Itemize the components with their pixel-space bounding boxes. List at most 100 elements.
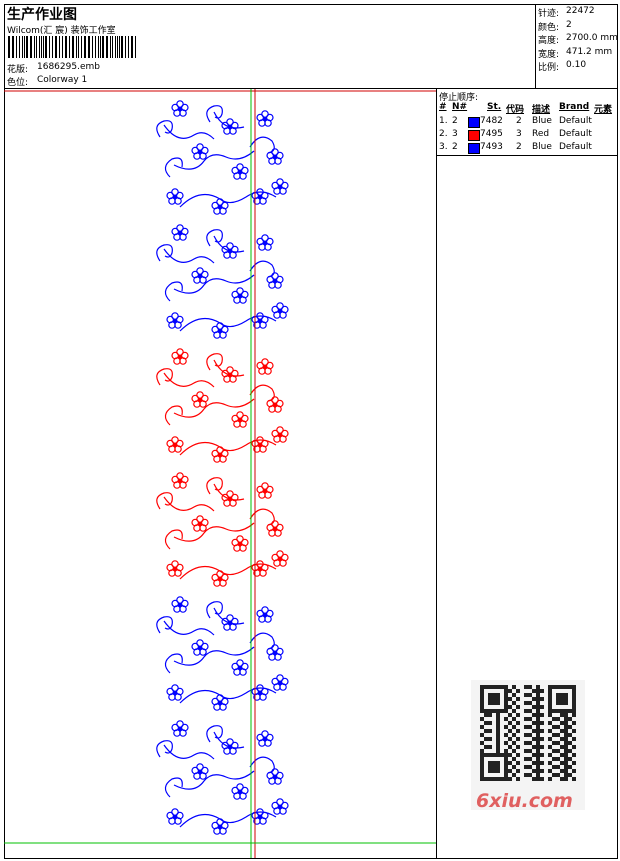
qr-module	[532, 761, 536, 765]
qr-module	[568, 741, 572, 745]
qr-module	[516, 753, 520, 757]
qr-module	[492, 709, 496, 713]
qr-module	[560, 693, 564, 697]
info-value: 2	[566, 19, 572, 30]
qr-module	[528, 725, 532, 729]
watermark: 6xiu.com	[476, 790, 573, 812]
qr-module	[548, 709, 552, 713]
qr-module	[504, 741, 508, 745]
bar	[92, 36, 93, 58]
row-needle: 2	[452, 142, 458, 152]
qr-module	[480, 765, 484, 769]
qr-module	[528, 773, 532, 777]
qr-module	[492, 761, 496, 765]
qr-module	[492, 769, 496, 773]
row-code: 7495	[480, 129, 503, 139]
qr-module	[564, 737, 568, 741]
qr-module	[496, 725, 500, 729]
color-swatch	[468, 143, 480, 154]
qr-module	[564, 749, 568, 753]
colorway-label: 色位:	[7, 78, 29, 88]
qr-module	[508, 761, 512, 765]
row-code: 7493	[480, 142, 503, 152]
qr-module	[496, 729, 500, 733]
qr-module	[524, 733, 528, 737]
qr-module	[480, 773, 484, 777]
qr-module	[564, 745, 568, 749]
stop-title: 停止顺序:	[439, 93, 479, 103]
qr-module	[536, 757, 540, 761]
info-value: 471.2 mm	[566, 46, 613, 57]
qr-module	[484, 753, 488, 757]
qr-module	[560, 761, 564, 765]
qr-module	[524, 749, 528, 753]
qr-module	[512, 709, 516, 713]
qr-module	[512, 765, 516, 769]
qr-module	[536, 761, 540, 765]
qr-module	[496, 765, 500, 769]
qr-module	[564, 741, 568, 745]
qr-module	[528, 749, 532, 753]
qr-module	[560, 777, 564, 781]
qr-module	[488, 745, 492, 749]
info-divider	[535, 4, 536, 88]
qr-module	[488, 769, 492, 773]
qr-module	[556, 733, 560, 737]
qr-module	[528, 741, 532, 745]
qr-module	[568, 733, 572, 737]
row-index: 3.	[439, 142, 448, 152]
qr-module	[496, 697, 500, 701]
qr-module	[484, 709, 488, 713]
qr-module	[484, 721, 488, 725]
bar	[24, 36, 25, 58]
bar	[81, 36, 82, 58]
qr-module	[512, 773, 516, 777]
qr-module	[568, 709, 572, 713]
qr-module	[564, 693, 568, 697]
qr-module	[488, 685, 492, 689]
qr-module	[556, 701, 560, 705]
qr-module	[556, 693, 560, 697]
bar	[128, 36, 129, 58]
qr-module	[496, 769, 500, 773]
qr-module	[516, 737, 520, 741]
qr-module	[564, 697, 568, 701]
row-index: 1.	[439, 116, 448, 126]
qr-module	[568, 773, 572, 777]
qr-module	[512, 749, 516, 753]
qr-module	[556, 685, 560, 689]
qr-module	[560, 737, 564, 741]
qr-module	[500, 709, 504, 713]
row-index: 2.	[439, 129, 448, 139]
qr-module	[524, 709, 528, 713]
info-label: 高度:	[538, 36, 560, 46]
qr-module	[564, 709, 568, 713]
qr-module	[488, 777, 492, 781]
bar	[26, 36, 28, 58]
bar	[30, 36, 32, 58]
qr-module	[568, 765, 572, 769]
qr-module	[536, 685, 540, 689]
qr-module	[548, 713, 552, 717]
qr-module	[504, 701, 508, 705]
column-header: St.	[487, 102, 502, 112]
qr-module	[536, 765, 540, 769]
qr-module	[568, 749, 572, 753]
qr-module	[508, 705, 512, 709]
qr-module	[516, 705, 520, 709]
qr-module	[552, 741, 556, 745]
bar	[19, 36, 20, 58]
qr-module	[496, 709, 500, 713]
qr-module	[552, 749, 556, 753]
qr-module	[488, 709, 492, 713]
qr-module	[552, 765, 556, 769]
qr-module	[532, 697, 536, 701]
qr-module	[488, 753, 492, 757]
qr-module	[548, 701, 552, 705]
qr-module	[572, 705, 576, 709]
qr-module	[564, 701, 568, 705]
bar	[135, 36, 136, 58]
qr-module	[496, 753, 500, 757]
qr-module	[556, 749, 560, 753]
qr-module	[572, 729, 576, 733]
